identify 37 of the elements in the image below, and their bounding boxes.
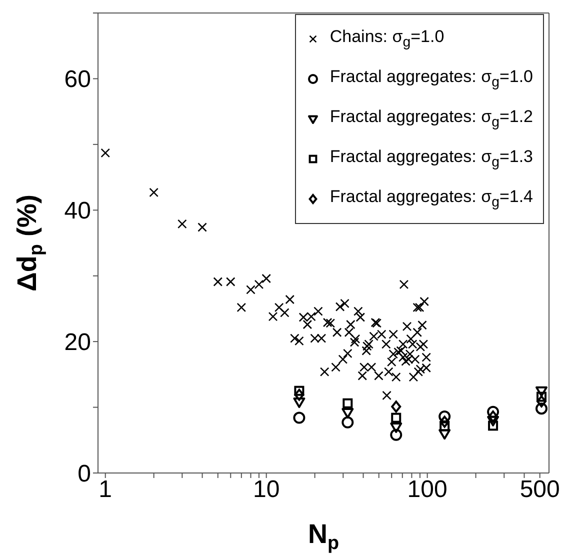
point	[536, 395, 546, 408]
y-tick-label: 40	[64, 198, 91, 225]
point	[391, 400, 402, 413]
point	[487, 416, 500, 426]
y-tick-label: 20	[64, 329, 91, 356]
point	[293, 412, 306, 424]
point	[536, 392, 546, 402]
y-tick-label: 0	[78, 460, 91, 488]
point	[294, 388, 304, 401]
legend-label: Fractal aggregates: σ$_{g}$=1.4	[330, 187, 533, 211]
point	[438, 410, 451, 422]
point	[438, 429, 451, 440]
point	[440, 421, 450, 432]
legend-label: Fractal aggregates: σ$_{g}$=1.3	[330, 147, 533, 171]
point	[536, 402, 548, 415]
point	[390, 428, 402, 441]
legend-label: Fractal aggregates: σ$_{g}$=1.2	[330, 107, 533, 131]
y-tick-label: 60	[64, 66, 91, 94]
x-tick-label: 10	[252, 476, 280, 504]
point	[294, 386, 304, 396]
point	[342, 408, 354, 419]
x-axis-title: N$_{p}$	[308, 519, 340, 554]
point	[391, 412, 402, 423]
point	[488, 420, 498, 431]
point	[488, 410, 498, 422]
x-tick-label: 100	[407, 476, 448, 504]
point	[342, 416, 354, 428]
point	[342, 398, 353, 408]
x-tick-label: 1	[98, 476, 112, 504]
legend-label: Chains: σ$_{g}$=1.0	[330, 27, 444, 51]
point	[487, 406, 500, 418]
point	[390, 422, 402, 433]
x-tick-label: 500	[520, 476, 560, 504]
point	[536, 386, 548, 397]
legend-label: Fractal aggregates: σ$_{g}$=1.0	[330, 67, 533, 91]
point	[293, 398, 306, 408]
point	[440, 416, 450, 428]
